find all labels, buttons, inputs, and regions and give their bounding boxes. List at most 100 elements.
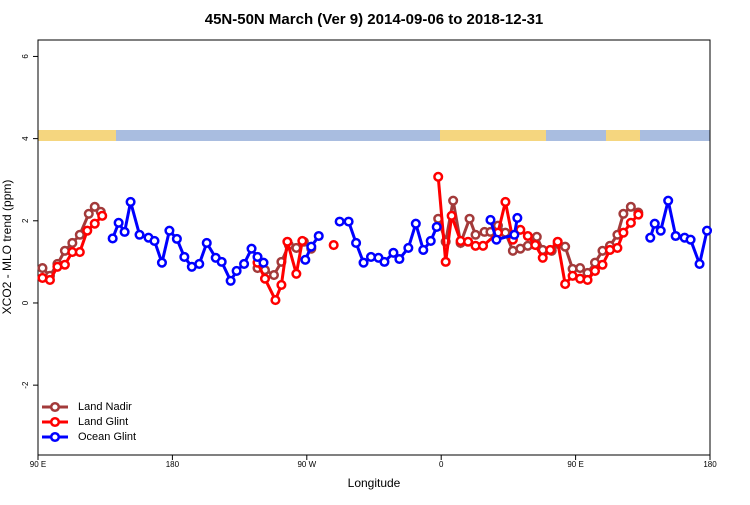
data-point bbox=[89, 201, 100, 212]
data-point bbox=[618, 208, 629, 219]
x-tick-label: 90 E bbox=[30, 460, 46, 469]
data-point bbox=[149, 235, 160, 246]
data-point bbox=[328, 239, 339, 251]
data-point bbox=[612, 242, 623, 253]
land-strip bbox=[606, 130, 640, 141]
legend-label: Ocean Glint bbox=[78, 431, 136, 443]
data-point bbox=[552, 236, 563, 247]
x-tick-label: 180 bbox=[166, 460, 180, 469]
data-point bbox=[531, 231, 542, 242]
data-point bbox=[89, 218, 100, 229]
data-point bbox=[67, 237, 78, 249]
data-point bbox=[252, 251, 263, 263]
data-point bbox=[645, 232, 656, 243]
x-tick-label: 0 bbox=[439, 460, 444, 469]
data-point bbox=[282, 236, 293, 247]
data-point bbox=[125, 196, 136, 207]
data-point bbox=[589, 265, 601, 276]
x-tick-label: 90 W bbox=[297, 460, 316, 469]
data-point bbox=[470, 229, 481, 240]
data-point bbox=[258, 257, 269, 268]
data-point bbox=[358, 257, 369, 268]
series-line bbox=[42, 176, 640, 304]
data-point bbox=[239, 258, 250, 269]
data-point bbox=[440, 256, 451, 267]
ocean-strip bbox=[38, 130, 710, 141]
data-point bbox=[625, 217, 636, 228]
data-point bbox=[694, 258, 705, 269]
data-point bbox=[201, 237, 212, 249]
data-point bbox=[618, 227, 629, 238]
data-point bbox=[597, 259, 608, 270]
y-tick-label: -2 bbox=[21, 381, 30, 389]
x-tick-label: 90 E bbox=[567, 460, 583, 469]
data-point bbox=[649, 218, 660, 229]
legend-label: Land Glint bbox=[78, 416, 128, 428]
data-point bbox=[388, 247, 399, 258]
data-point bbox=[410, 218, 421, 229]
series-line bbox=[111, 200, 709, 284]
data-point bbox=[560, 241, 571, 252]
plot-frame bbox=[37, 39, 711, 456]
data-point bbox=[334, 216, 345, 227]
data-point bbox=[97, 210, 108, 221]
data-point bbox=[179, 251, 190, 263]
y-tick-label: 2 bbox=[21, 218, 30, 223]
data-point bbox=[297, 235, 308, 246]
data-point bbox=[425, 235, 436, 246]
chart-title: 45N-50N March (Ver 9) 2014-09-06 to 2018… bbox=[205, 11, 544, 28]
y-tick-label: 6 bbox=[21, 54, 30, 59]
data-point bbox=[59, 259, 70, 270]
data-point bbox=[300, 254, 311, 265]
data-point bbox=[394, 253, 405, 265]
data-point bbox=[107, 233, 118, 244]
data-point bbox=[246, 243, 257, 254]
land-ocean-strip bbox=[38, 130, 710, 141]
data-point bbox=[37, 262, 48, 274]
land-strip bbox=[440, 130, 546, 141]
land-strip bbox=[38, 130, 116, 141]
data-point bbox=[171, 233, 182, 244]
data-point bbox=[134, 229, 145, 240]
data-point bbox=[291, 268, 302, 279]
legend-marker bbox=[49, 401, 61, 413]
data-point bbox=[231, 265, 242, 276]
data-point bbox=[633, 209, 644, 220]
data-point bbox=[379, 256, 390, 267]
data-point bbox=[491, 234, 502, 245]
data-point bbox=[276, 279, 287, 290]
data-point bbox=[446, 210, 457, 221]
data-point bbox=[268, 269, 279, 281]
legend-marker bbox=[49, 431, 61, 443]
data-point bbox=[291, 242, 302, 253]
data-point bbox=[225, 275, 236, 286]
x-tick-label: 180 bbox=[703, 460, 717, 469]
data-point bbox=[82, 225, 93, 236]
data-point bbox=[313, 230, 324, 242]
data-point bbox=[485, 214, 496, 226]
data-point bbox=[500, 196, 511, 207]
legend-label: Land Nadir bbox=[78, 401, 132, 413]
y-tick-label: 0 bbox=[21, 300, 30, 305]
data-point bbox=[530, 239, 541, 251]
data-point bbox=[270, 295, 281, 306]
data-point bbox=[477, 240, 489, 251]
x-axis-label: Longitude bbox=[348, 476, 401, 490]
data-point bbox=[582, 274, 593, 286]
data-point bbox=[545, 244, 556, 256]
y-tick-label: 4 bbox=[21, 136, 30, 141]
y-axis-label: XCO2 - MLO trend (ppm) bbox=[0, 180, 14, 315]
data-point bbox=[259, 273, 271, 284]
data-point bbox=[306, 241, 317, 252]
data-point bbox=[655, 225, 666, 236]
data-point bbox=[537, 252, 548, 263]
data-point bbox=[156, 257, 167, 268]
data-point bbox=[164, 225, 175, 236]
data-point bbox=[431, 221, 442, 233]
data-point bbox=[74, 229, 85, 240]
data-point bbox=[403, 242, 414, 253]
data-point bbox=[625, 201, 636, 212]
data-point bbox=[512, 212, 523, 223]
data-point bbox=[119, 226, 130, 237]
